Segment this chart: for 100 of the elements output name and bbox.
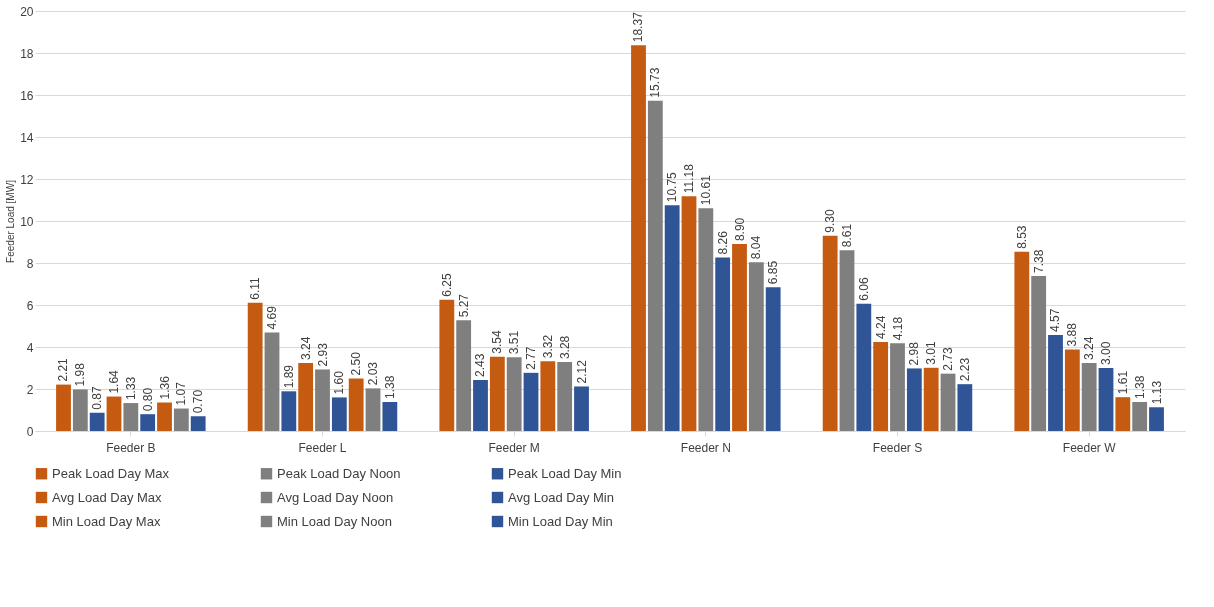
x-tick-label: Feeder W [1062, 440, 1117, 455]
bar [456, 320, 472, 431]
data-label: 1.98 [73, 362, 88, 387]
bar [664, 205, 680, 431]
data-label: 2.73 [941, 346, 956, 371]
data-label: 1.36 [157, 375, 172, 400]
bar [247, 302, 263, 431]
y-axis-title: Feeder Load [MW] [5, 179, 17, 263]
bar [523, 372, 539, 431]
data-label: 2.43 [473, 353, 488, 377]
bar [765, 287, 781, 431]
bar [906, 368, 922, 431]
data-label: 6.85 [766, 260, 781, 285]
bar [1064, 349, 1080, 431]
data-label: 8.26 [715, 230, 730, 255]
data-label: 3.24 [1082, 336, 1097, 360]
data-label: 2.21 [56, 357, 71, 382]
bar [506, 357, 522, 431]
bar [1048, 335, 1063, 431]
bar [923, 367, 939, 431]
data-label: 11.18 [682, 163, 696, 194]
bar [439, 299, 455, 431]
legend-label: Avg Load Day Noon [277, 489, 394, 505]
bar [647, 100, 663, 431]
bar [1132, 402, 1148, 431]
bar [873, 341, 889, 431]
data-label: 4.57 [1048, 308, 1063, 333]
legend-label: Min Load Day Noon [277, 513, 392, 529]
data-label: 2.93 [315, 342, 330, 367]
bar [940, 373, 956, 431]
legend-label: Peak Load Day Max [52, 465, 170, 481]
data-label: 1.07 [174, 381, 189, 406]
bar [839, 250, 855, 431]
data-label: 6.25 [439, 273, 454, 297]
y-tick-label: 12 [20, 172, 34, 187]
legend-label: Avg Load Day Max [52, 489, 163, 505]
bar [106, 396, 122, 431]
x-tick-label: Feeder N [680, 440, 731, 455]
bar [315, 369, 330, 431]
data-label: 2.12 [574, 359, 589, 384]
bar [748, 262, 764, 431]
bar [681, 196, 697, 431]
data-label: 0.80 [140, 387, 155, 412]
data-label: 4.18 [890, 316, 905, 341]
data-label: 1.61 [1115, 370, 1130, 395]
data-label: 2.98 [907, 341, 922, 366]
data-label: 3.00 [1099, 341, 1113, 365]
y-tick-label: 18 [20, 46, 34, 61]
data-label: 1.38 [1132, 375, 1147, 400]
data-label: 4.24 [873, 315, 888, 339]
data-label: 3.24 [298, 336, 313, 360]
data-label: 3.51 [507, 330, 522, 355]
bar [1031, 276, 1047, 431]
x-tick-label: Feeder S [872, 440, 923, 455]
data-label: 8.53 [1014, 225, 1029, 249]
bar [732, 244, 747, 431]
data-label: 0.70 [191, 389, 206, 414]
legend-label: Min Load Day Max [52, 513, 161, 529]
x-tick-label: Feeder M [488, 440, 540, 455]
data-label: 18.37 [631, 11, 646, 43]
y-tick-label: 2 [26, 382, 34, 397]
data-label: 3.32 [540, 334, 555, 359]
data-label: 3.28 [557, 335, 572, 360]
data-label: 4.69 [264, 305, 279, 330]
y-tick-label: 16 [20, 88, 34, 103]
data-label: 8.61 [839, 223, 854, 248]
data-label: 10.75 [665, 171, 680, 203]
data-label: 8.04 [749, 235, 764, 260]
bar [574, 386, 589, 431]
data-label: 2.50 [349, 351, 364, 376]
bar [140, 414, 156, 431]
data-label: 7.38 [1031, 249, 1046, 274]
bar [157, 402, 172, 431]
y-tick-label: 4 [26, 340, 34, 355]
data-label: 1.33 [123, 376, 138, 401]
y-tick-label: 10 [20, 214, 34, 229]
bar [72, 389, 88, 431]
legend-label: Min Load Day Min [508, 513, 613, 529]
bar [1149, 407, 1164, 431]
data-label: 5.27 [456, 293, 471, 318]
legend-label: Peak Load Day Noon [277, 465, 401, 481]
data-label: 2.23 [957, 357, 972, 382]
data-label: 0.87 [90, 386, 105, 410]
bar [382, 402, 398, 431]
bar [264, 332, 280, 431]
bar [281, 391, 297, 431]
bar [890, 343, 905, 431]
bar [1014, 251, 1030, 431]
data-label: 1.60 [332, 370, 347, 395]
x-tick-label: Feeder B [106, 440, 156, 455]
data-label: 2.77 [524, 346, 538, 370]
bar [56, 384, 71, 431]
y-tick-label: 14 [20, 130, 34, 145]
bar [89, 412, 105, 431]
bar [1081, 362, 1097, 431]
bar [822, 235, 838, 431]
data-label: 1.13 [1149, 380, 1164, 405]
data-label: 6.11 [248, 276, 263, 300]
legend-label: Peak Load Day Min [508, 465, 622, 481]
data-label: 9.30 [823, 209, 838, 233]
